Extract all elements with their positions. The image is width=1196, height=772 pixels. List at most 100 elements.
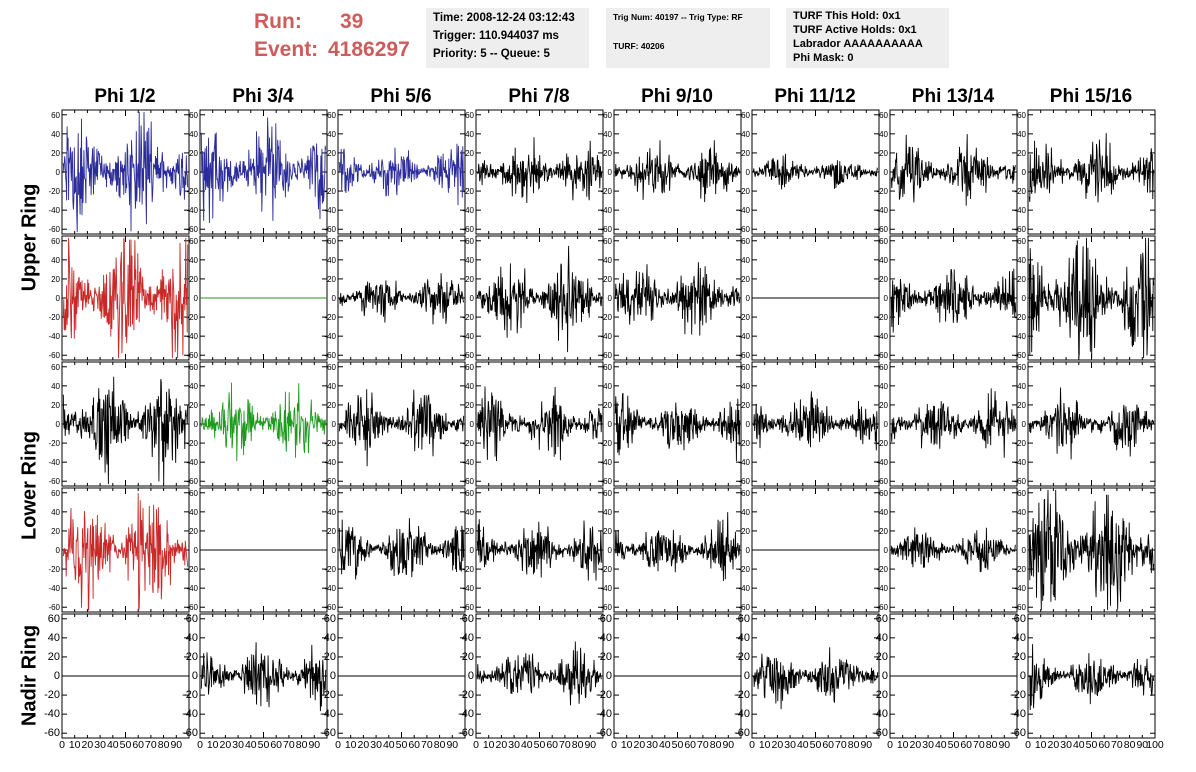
y-tick-label: 20 bbox=[741, 275, 750, 284]
y-tick-label: 40 bbox=[879, 130, 888, 139]
x-tick-label: 30 bbox=[646, 739, 658, 751]
y-tick-label: 0 bbox=[56, 168, 61, 177]
y-tick-label: 60 bbox=[1014, 613, 1026, 625]
x-tick-label: 70 bbox=[697, 739, 709, 751]
y-tick-label: 60 bbox=[738, 613, 750, 625]
y-tick-label: -20 bbox=[48, 439, 60, 448]
y-tick-label: 40 bbox=[741, 256, 750, 265]
waveform-trace-r1-c0 bbox=[62, 237, 189, 359]
x-tick-label: 10 bbox=[69, 739, 81, 751]
y-tick-label: 20 bbox=[462, 651, 474, 663]
y-tick-label: -60 bbox=[1014, 351, 1026, 360]
y-tick-label: 20 bbox=[51, 275, 60, 284]
y-tick-label: 60 bbox=[465, 363, 474, 372]
y-tick-label: -40 bbox=[1014, 206, 1026, 215]
x-tick-label: 0 bbox=[335, 739, 341, 751]
y-tick-label: 40 bbox=[462, 632, 474, 644]
x-tick-label: 90 bbox=[584, 739, 596, 751]
y-tick-label: 0 bbox=[56, 546, 61, 555]
y-tick-label: -60 bbox=[738, 351, 750, 360]
y-tick-label: 60 bbox=[462, 613, 474, 625]
y-tick-label: -60 bbox=[600, 603, 612, 612]
waveform-trace-r2-c2 bbox=[338, 389, 465, 467]
y-tick-label: 20 bbox=[327, 527, 336, 536]
trig-num-text: Trig Num: 40197 -- Trig Type: RF bbox=[613, 12, 743, 22]
y-tick-label: 40 bbox=[603, 382, 612, 391]
x-tick-label: 60 bbox=[270, 739, 282, 751]
y-tick-label: 0 bbox=[1022, 546, 1027, 555]
x-tick-label: 60 bbox=[684, 739, 696, 751]
y-tick-label: 20 bbox=[189, 149, 198, 158]
waveform-trace-r0-c1 bbox=[200, 117, 327, 224]
y-tick-label: -20 bbox=[462, 187, 474, 196]
x-tick-label: 90 bbox=[170, 739, 182, 751]
y-tick-label: 0 bbox=[194, 168, 199, 177]
y-tick-label: 60 bbox=[51, 237, 60, 246]
y-tick-label: -60 bbox=[324, 477, 336, 486]
y-tick-label: -60 bbox=[186, 603, 198, 612]
y-tick-label: 60 bbox=[465, 489, 474, 498]
waveform-trace-r1-c3 bbox=[476, 245, 603, 353]
column-header-phi-7-8: Phi 7/8 bbox=[508, 86, 570, 107]
y-tick-label: 20 bbox=[879, 149, 888, 158]
x-tick-label: 80 bbox=[848, 739, 860, 751]
y-tick-label: -40 bbox=[600, 458, 612, 467]
x-tick-label: 30 bbox=[922, 739, 934, 751]
y-tick-label: -20 bbox=[44, 689, 60, 701]
y-tick-label: -40 bbox=[596, 708, 612, 720]
y-tick-label: 40 bbox=[1017, 256, 1026, 265]
trig-info-box: Trig Num: 40197 -- Trig Type: RF TURF: 4… bbox=[606, 8, 770, 68]
y-tick-label: 0 bbox=[332, 294, 337, 303]
y-tick-label: -40 bbox=[876, 206, 888, 215]
turf-text: TURF: 40206 bbox=[613, 41, 665, 51]
y-tick-label: -40 bbox=[186, 206, 198, 215]
y-tick-label: -40 bbox=[600, 584, 612, 593]
waveform-trace-r2-c7 bbox=[1028, 387, 1155, 460]
y-tick-label: 60 bbox=[327, 363, 336, 372]
x-tick-label: 10 bbox=[621, 739, 633, 751]
y-tick-label: 40 bbox=[1017, 508, 1026, 517]
y-tick-label: 0 bbox=[470, 294, 475, 303]
y-tick-label: 20 bbox=[879, 527, 888, 536]
y-tick-label: 60 bbox=[189, 489, 198, 498]
y-tick-label: -40 bbox=[44, 708, 60, 720]
x-tick-label: 100 bbox=[1146, 739, 1164, 751]
y-tick-label: -20 bbox=[186, 313, 198, 322]
y-tick-label: 0 bbox=[608, 546, 613, 555]
y-tick-label: 0 bbox=[882, 670, 888, 682]
x-tick-label: 80 bbox=[1124, 739, 1136, 751]
y-tick-label: 0 bbox=[1020, 670, 1026, 682]
x-tick-label: 40 bbox=[383, 739, 395, 751]
y-tick-label: 40 bbox=[1017, 130, 1026, 139]
y-tick-label: -20 bbox=[738, 313, 750, 322]
waveform-trace-r3-c0 bbox=[62, 493, 189, 611]
y-tick-label: -20 bbox=[186, 187, 198, 196]
y-tick-label: 60 bbox=[741, 363, 750, 372]
y-tick-label: -40 bbox=[876, 458, 888, 467]
y-tick-label: -20 bbox=[324, 313, 336, 322]
turf-info-box: TURF This Hold: 0x1 TURF Active Holds: 0… bbox=[786, 8, 949, 68]
y-tick-label: 20 bbox=[879, 275, 888, 284]
y-tick-label: 0 bbox=[1022, 420, 1027, 429]
y-tick-label: 60 bbox=[603, 489, 612, 498]
x-tick-label: 90 bbox=[1136, 739, 1148, 751]
x-tick-label: 70 bbox=[835, 739, 847, 751]
y-tick-label: 40 bbox=[603, 508, 612, 517]
y-tick-label: 40 bbox=[51, 508, 60, 517]
y-tick-label: -20 bbox=[182, 689, 198, 701]
x-tick-label: 40 bbox=[797, 739, 809, 751]
y-tick-label: 40 bbox=[741, 382, 750, 391]
x-tick-label: 10 bbox=[1035, 739, 1047, 751]
y-tick-label: 20 bbox=[741, 149, 750, 158]
waveform-trace-r1-c7 bbox=[1028, 237, 1155, 359]
y-tick-label: 0 bbox=[608, 294, 613, 303]
y-tick-label: 0 bbox=[608, 420, 613, 429]
x-tick-label: 80 bbox=[572, 739, 584, 751]
y-tick-label: -20 bbox=[738, 187, 750, 196]
x-tick-label: 70 bbox=[973, 739, 985, 751]
y-tick-label: 0 bbox=[332, 420, 337, 429]
y-tick-label: 40 bbox=[51, 130, 60, 139]
y-tick-label: -20 bbox=[48, 187, 60, 196]
column-header-phi-15-16: Phi 15/16 bbox=[1049, 86, 1133, 107]
